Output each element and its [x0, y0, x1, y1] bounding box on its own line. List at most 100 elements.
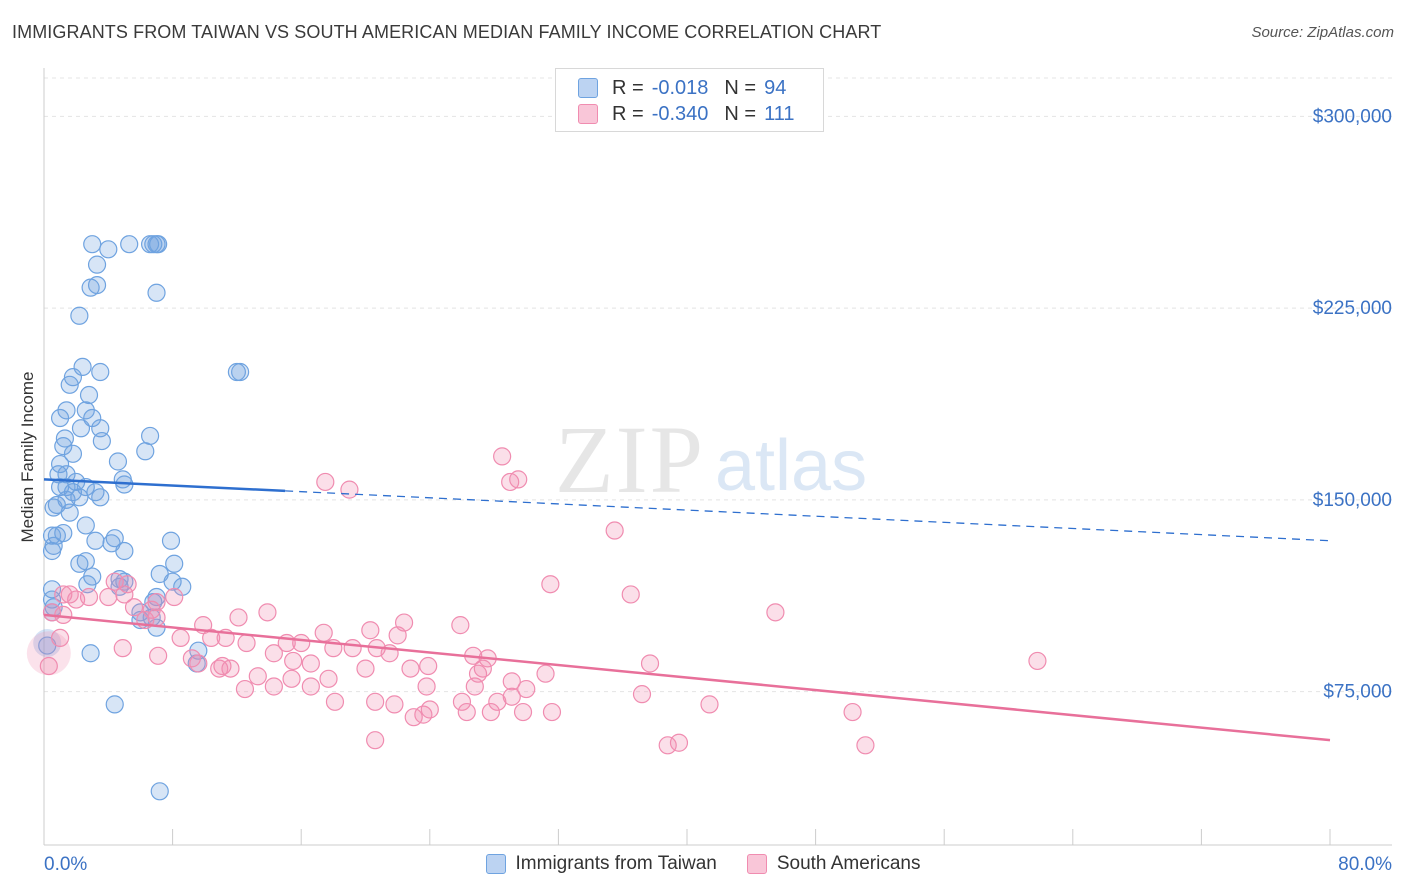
trend-lines [43, 478, 1331, 742]
data-point [621, 585, 640, 604]
x-tick-label-min: 0.0% [44, 854, 87, 875]
data-point [325, 692, 345, 711]
data-point [301, 654, 320, 673]
data-point [189, 654, 208, 673]
data-point [843, 702, 862, 722]
data-point [140, 426, 160, 446]
data-point [766, 603, 785, 622]
data-point [50, 628, 70, 648]
data-point [669, 733, 689, 752]
data-point [340, 480, 359, 499]
data-point [264, 644, 283, 663]
data-point [165, 554, 184, 573]
data-point [542, 702, 562, 722]
data-point [63, 444, 83, 463]
data-point [248, 667, 267, 686]
data-point [55, 429, 74, 448]
data-point [388, 626, 407, 645]
data-point [81, 644, 100, 663]
data-point [385, 695, 404, 714]
data-point [465, 677, 484, 696]
watermark-zip: ZIP [555, 406, 705, 513]
data-point [292, 633, 311, 653]
n-value: 94 [764, 76, 787, 99]
data-point [60, 375, 79, 394]
legend-item-south-americans[interactable]: South Americans [746, 853, 920, 875]
data-point [163, 572, 182, 591]
data-point [235, 679, 255, 699]
data-point [202, 628, 221, 648]
data-point [366, 692, 385, 711]
data-point [99, 240, 118, 259]
data-point [632, 685, 652, 704]
data-point [50, 408, 70, 428]
data-point [856, 736, 875, 755]
series-legend: Immigrants from Taiwan South Americans [0, 853, 1406, 875]
data-point [115, 541, 134, 561]
data-point [124, 598, 144, 617]
data-point [54, 437, 73, 456]
data-point [264, 677, 283, 696]
data-point [401, 659, 420, 678]
legend-swatch-pink [578, 104, 598, 124]
data-point [86, 531, 105, 550]
trend-line-taiwan-dashed [285, 490, 1331, 542]
data-point [87, 255, 107, 274]
data-point [231, 362, 250, 382]
data-point [605, 521, 624, 540]
data-point [457, 702, 476, 722]
data-point [517, 679, 536, 699]
legend-item-taiwan[interactable]: Immigrants from Taiwan [485, 853, 717, 875]
data-point [282, 669, 301, 688]
data-point [83, 235, 102, 254]
y-axis-label: Median Family Income [18, 371, 37, 542]
data-point [70, 554, 89, 573]
data-point [42, 580, 62, 599]
data-point [536, 664, 555, 683]
data-point [105, 529, 124, 548]
legend-row-taiwan: R = -0.018 N = 94 [578, 77, 802, 99]
data-point [39, 656, 58, 676]
y-tick-label: $225,000 [1313, 298, 1392, 319]
data-point [42, 541, 62, 561]
data-point [71, 419, 91, 438]
data-point [108, 452, 128, 471]
series-south-americans-points [26, 447, 1047, 755]
data-point [60, 503, 79, 522]
r-label: R = [612, 76, 644, 99]
data-point [92, 431, 111, 451]
data-point [502, 687, 521, 706]
trend-line-taiwan-solid [43, 478, 286, 493]
data-point [481, 702, 500, 722]
data-point [229, 608, 248, 627]
data-point [149, 235, 168, 254]
source-label: Source: ZipAtlas.com [1251, 24, 1394, 41]
legend-swatch-blue [485, 854, 506, 874]
data-point [105, 695, 124, 714]
data-point-cluster [33, 629, 62, 658]
data-point [640, 654, 660, 673]
n-label: N = [724, 102, 757, 125]
gridlines [44, 77, 1392, 693]
n-value: 111 [764, 102, 795, 125]
data-point [502, 672, 521, 691]
r-label: R = [612, 102, 644, 125]
axes [43, 68, 1392, 846]
data-point [452, 692, 472, 711]
data-point [150, 782, 169, 801]
legend-swatch-pink [746, 854, 767, 874]
data-point [658, 736, 677, 755]
data-point [301, 677, 320, 696]
series-taiwan-points [33, 235, 250, 801]
data-point [451, 616, 470, 635]
data-point [165, 587, 184, 607]
watermark-atlas: atlas [715, 426, 867, 506]
data-point [356, 659, 375, 678]
data-point [136, 442, 155, 461]
legend-label: Immigrants from Taiwan [515, 853, 717, 874]
data-point [149, 646, 168, 665]
data-point [404, 708, 423, 727]
data-point [76, 516, 95, 535]
data-point [700, 695, 719, 714]
